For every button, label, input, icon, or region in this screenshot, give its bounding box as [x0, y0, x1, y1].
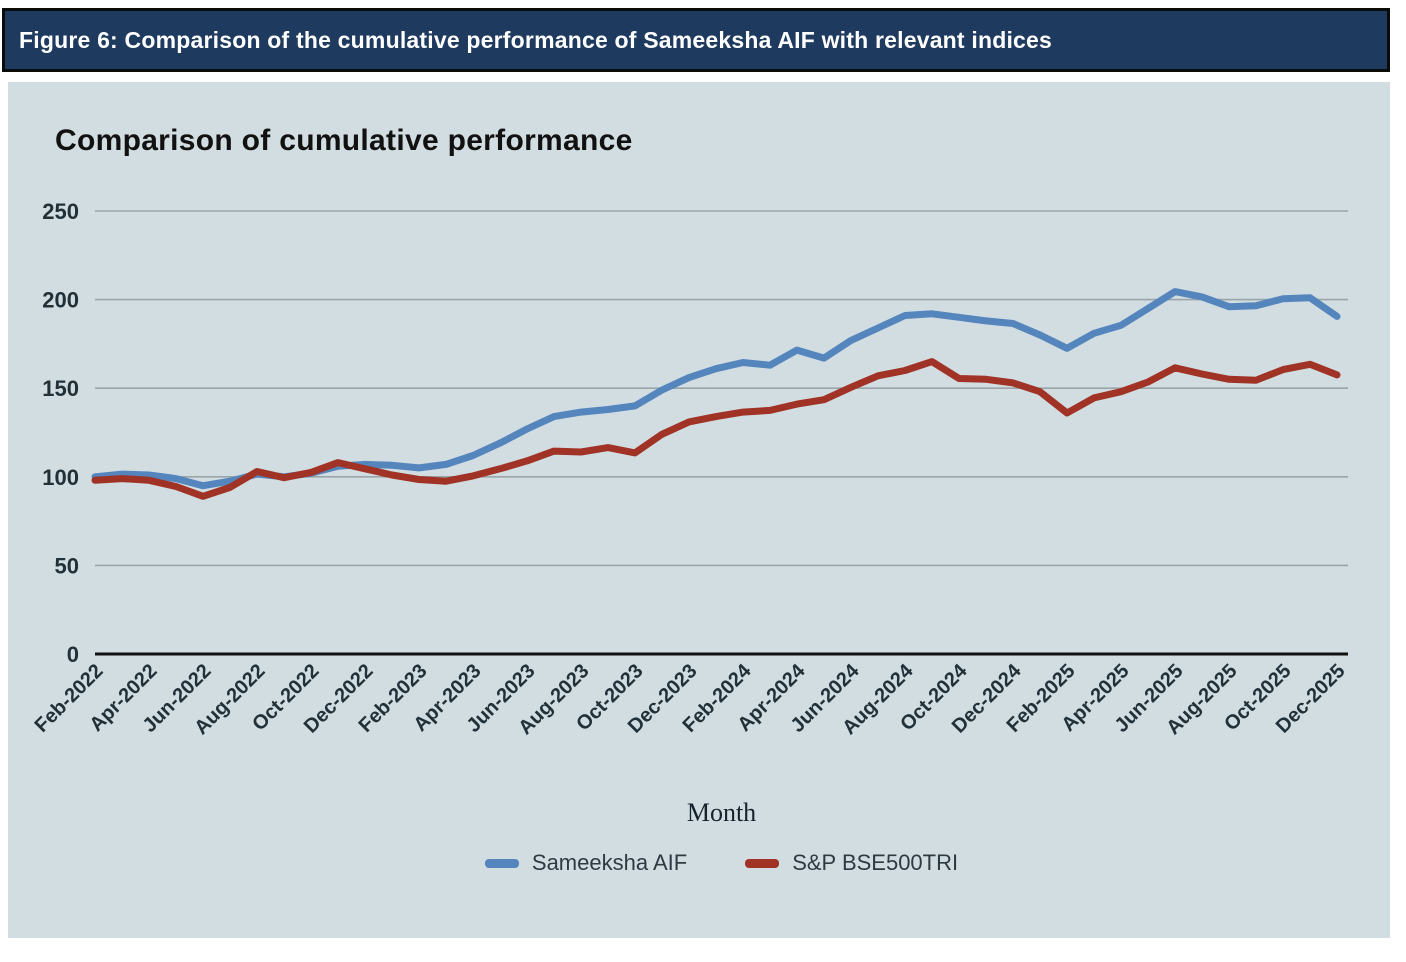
y-tick-50: 50: [55, 553, 79, 578]
legend-label-sameeksha-aif: Sameeksha AIF: [531, 850, 688, 875]
y-axis-labels: 0 50 100 150 200 250: [42, 199, 79, 667]
chart-legend: Sameeksha AIF S&P BSE500TRI: [95, 850, 1348, 876]
chart-title: Comparison of cumulative performance: [55, 124, 633, 157]
y-tick-0: 0: [67, 642, 79, 667]
figure-caption-text: Figure 6: Comparison of the cumulative p…: [19, 26, 1053, 53]
x-axis-title: Month: [686, 798, 757, 827]
figure-caption: Figure 6: Comparison of the cumulative p…: [2, 8, 1390, 72]
grid-lines: [95, 210, 1348, 656]
performance-chart: 0 50 100 150 200 250 Feb-2022Apr-2022Jun-2022A…: [31, 199, 1350, 739]
legend-swatch-blue-icon: [484, 858, 519, 868]
legend-swatch-red-icon: [745, 858, 780, 868]
legend-item-sameeksha-aif: Sameeksha AIF: [484, 850, 688, 876]
y-tick-200: 200: [42, 288, 79, 313]
legend-item-bse500tri: S&P BSE500TRI: [745, 850, 958, 876]
y-tick-150: 150: [42, 376, 79, 401]
series-line-s-p-bse500tri: [91, 358, 1341, 500]
chart-panel: Comparison of cumulative performance 0 50…: [8, 82, 1390, 938]
y-tick-250: 250: [42, 199, 79, 224]
legend-label-bse500tri: S&P BSE500TRI: [792, 850, 959, 875]
x-axis-labels: Feb-2022Apr-2022Jun-2022Aug-2022Oct-2022…: [31, 659, 1350, 739]
y-tick-100: 100: [42, 465, 79, 490]
